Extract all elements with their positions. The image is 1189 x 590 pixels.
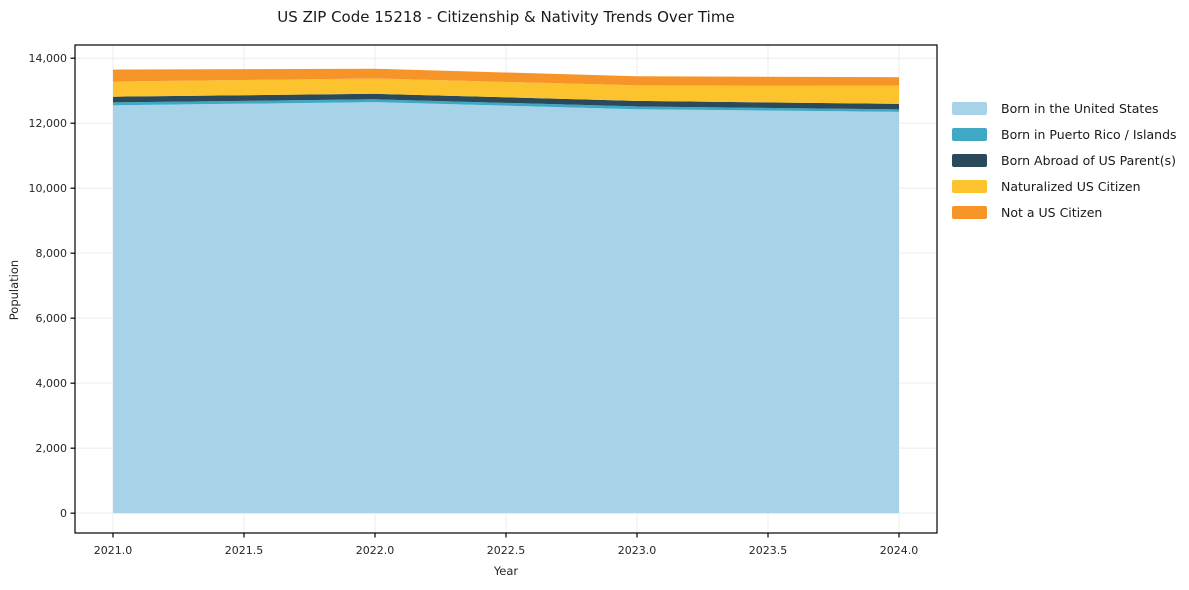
area-series [112,93,900,110]
x-tick-label: 2022.5 [487,544,526,557]
area-series [112,68,900,86]
legend-item: Naturalized US Citizen [952,179,1177,194]
x-tick-label: 2024.0 [880,544,919,557]
x-axis-label: Year [493,564,519,578]
y-tick-label: 10,000 [29,182,68,195]
y-tick-label: 8,000 [36,247,68,260]
legend-item: Not a US Citizen [952,205,1177,220]
legend-swatch [952,206,987,219]
legend-item: Born Abroad of US Parent(s) [952,153,1177,168]
legend-item: Born in the United States [952,101,1177,116]
x-tick-label: 2023.0 [618,544,657,557]
legend-label: Born Abroad of US Parent(s) [1001,153,1176,168]
chart-title: US ZIP Code 15218 - Citizenship & Nativi… [277,8,735,26]
y-tick-label: 0 [60,507,67,520]
x-tick-label: 2021.5 [225,544,264,557]
x-tick-label: 2022.0 [356,544,395,557]
y-tick-label: 2,000 [36,442,68,455]
legend-swatch [952,180,987,193]
legend-label: Not a US Citizen [1001,205,1103,220]
area-series [112,102,900,514]
area-series [112,78,900,104]
legend-swatch [952,102,987,115]
y-tick-label: 6,000 [36,312,68,325]
legend-label: Born in the United States [1001,101,1159,116]
y-tick-label: 4,000 [36,377,68,390]
area-series [112,99,900,112]
y-axis-label: Population [7,259,21,321]
y-tick-label: 12,000 [29,117,68,130]
x-tick-label: 2023.5 [749,544,788,557]
legend-swatch [952,154,987,167]
legend: Born in the United States Born in Puerto … [952,101,1177,220]
legend-swatch [952,128,987,141]
x-tick-label: 2021.0 [94,544,133,557]
y-tick-label: 14,000 [29,52,68,65]
legend-label: Born in Puerto Rico / Islands [1001,127,1177,142]
legend-item: Born in Puerto Rico / Islands [952,127,1177,142]
legend-label: Naturalized US Citizen [1001,179,1141,194]
